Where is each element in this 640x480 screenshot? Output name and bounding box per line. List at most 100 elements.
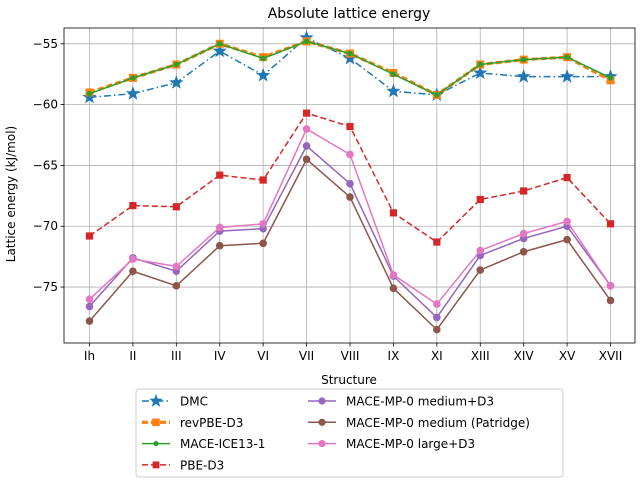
data-point (212, 43, 227, 58)
data-point (519, 229, 528, 238)
data-point (476, 246, 485, 255)
data-point (346, 122, 354, 131)
y-axis-label: Lattice energy (kJ/mol) (4, 126, 18, 262)
data-point (606, 220, 615, 228)
data-point (86, 90, 93, 97)
data-point (519, 247, 528, 256)
data-point (130, 75, 136, 81)
data-point (433, 300, 441, 308)
x-tick-label: XIII (471, 349, 490, 363)
legend-item: MACE-ICE13-1 (142, 437, 265, 451)
data-point (85, 317, 94, 325)
legend-box (135, 388, 564, 478)
x-tick-label: VII (299, 349, 314, 363)
legend-item: MACE-MP-0 large+D3 (308, 437, 475, 451)
data-point (302, 155, 311, 164)
data-point (516, 69, 531, 83)
x-tick-label: IX (388, 349, 400, 363)
legend-label: DMC (180, 395, 208, 409)
data-point (129, 201, 137, 210)
data-point (302, 109, 311, 117)
data-point (172, 282, 181, 290)
series-2 (86, 38, 614, 98)
x-tick-label: II (129, 349, 136, 363)
data-point (85, 232, 94, 240)
data-point (346, 193, 354, 201)
data-point (215, 241, 224, 250)
grid-lines (64, 28, 635, 343)
data-point (259, 239, 267, 248)
data-point (476, 266, 485, 274)
y-tick-label: −65 (33, 158, 58, 172)
legend-label: revPBE-D3 (180, 416, 243, 430)
series-5 (85, 155, 615, 334)
x-tick-label: XI (431, 349, 443, 363)
data-point (303, 38, 310, 45)
x-tick-label: VIII (341, 349, 360, 363)
data-point (433, 313, 441, 322)
legend-item: MACE-MP-0 medium+D3 (308, 395, 494, 409)
data-point (520, 187, 528, 195)
data-point (434, 92, 440, 98)
plot-frame (63, 27, 636, 344)
data-point (149, 393, 163, 407)
y-tick-label: −55 (33, 37, 58, 51)
data-point (216, 41, 223, 47)
data-point (125, 86, 141, 100)
legend-item: DMC (142, 393, 208, 409)
data-point (129, 255, 137, 263)
data-point (563, 235, 571, 244)
data-point (152, 418, 160, 427)
legend-item: revPBE-D3 (142, 416, 243, 430)
data-point (607, 75, 614, 81)
series-6 (85, 125, 615, 308)
data-point (302, 142, 311, 150)
data-point (386, 83, 401, 98)
data-point (260, 55, 266, 62)
data-point (153, 440, 159, 447)
legend-item: PBE-D3 (142, 458, 224, 472)
data-point (473, 65, 488, 80)
data-point (169, 75, 184, 89)
data-point (256, 67, 271, 82)
data-point (318, 418, 326, 426)
data-point (85, 302, 94, 311)
x-axis-label: Structure (321, 373, 377, 387)
data-point (346, 179, 354, 188)
data-point (606, 282, 615, 290)
data-point (433, 238, 441, 246)
x-tick-label: XV (559, 349, 576, 363)
data-point (299, 30, 314, 44)
data-point (215, 223, 224, 232)
data-point (389, 284, 398, 293)
data-point (172, 203, 180, 211)
data-point (129, 267, 137, 276)
legend-label: MACE-MP-0 medium (Patridge) (346, 416, 530, 430)
data-point (172, 262, 181, 271)
data-point (342, 50, 358, 65)
data-point (85, 295, 94, 304)
x-tick-label: XIV (514, 349, 535, 363)
x-tick-label: VI (257, 349, 269, 363)
data-point (302, 125, 311, 133)
data-point (152, 461, 160, 469)
series-3 (85, 109, 615, 246)
data-point (564, 54, 570, 60)
data-point (477, 61, 484, 68)
data-point (173, 61, 180, 68)
data-point (563, 173, 571, 182)
data-point (606, 296, 615, 305)
data-point (216, 171, 224, 179)
data-point (259, 176, 267, 184)
legend-label: MACE-MP-0 large+D3 (346, 437, 475, 451)
y-tick-label: −60 (33, 98, 58, 112)
data-point (259, 220, 267, 228)
data-point (559, 69, 575, 83)
chart-title: Absolute lattice energy (268, 6, 431, 22)
data-point (390, 71, 397, 78)
legend-label: PBE-D3 (180, 458, 224, 472)
x-tick-label: Ih (84, 349, 95, 363)
data-point (389, 271, 398, 279)
x-tick-label: IV (214, 349, 227, 363)
